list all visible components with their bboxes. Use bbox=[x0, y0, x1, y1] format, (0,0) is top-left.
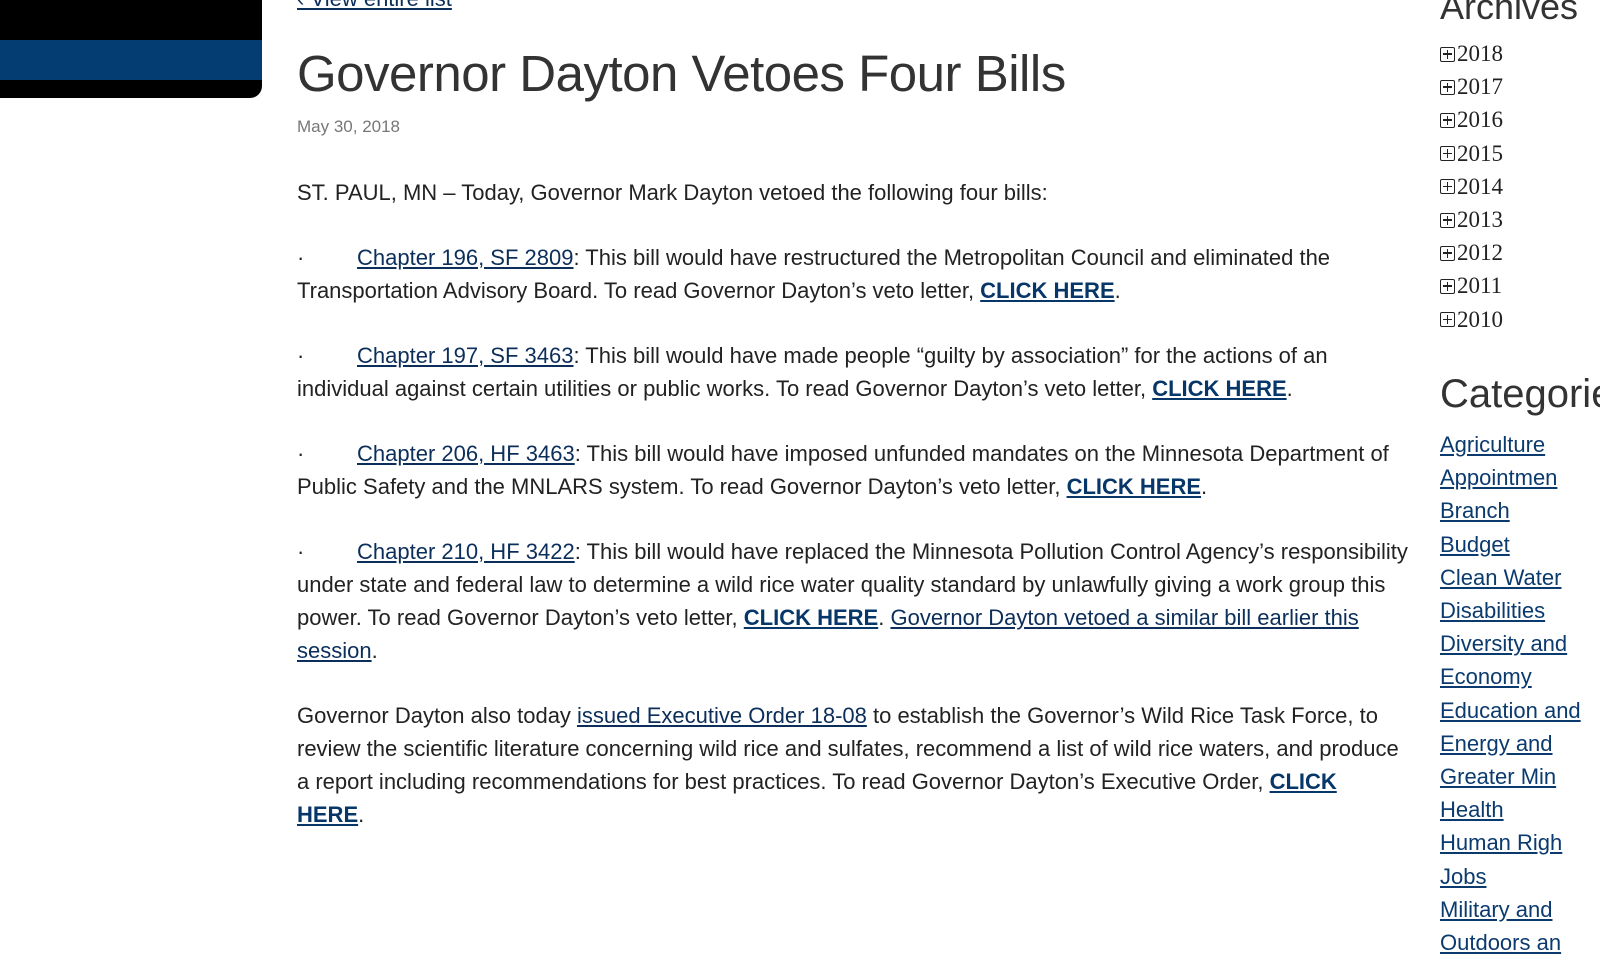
text: : This bill would have imposed unfunded … bbox=[297, 441, 1389, 499]
link[interactable]: issued Executive Order 18-08 bbox=[577, 703, 867, 728]
year-label: 2017 bbox=[1457, 74, 1503, 100]
paragraph: · Chapter 206, HF 3463: This bill would h… bbox=[297, 437, 1409, 503]
expand-icon bbox=[1440, 79, 1455, 95]
category-link[interactable]: Jobs bbox=[1440, 863, 1487, 889]
bullet: · bbox=[297, 245, 305, 270]
click-here-link[interactable]: CLICK HERE bbox=[743, 605, 879, 630]
year-label: 2013 bbox=[1457, 207, 1503, 232]
categories-heading: Categories bbox=[1440, 372, 1600, 416]
article-title: Governor Dayton Vetoes Four Bills bbox=[297, 45, 1066, 102]
text: : This bill would have replaced the Minn… bbox=[297, 539, 1408, 630]
year-label: 2015 bbox=[1457, 140, 1503, 166]
link[interactable]: Chapter 206, HF 3463 bbox=[357, 441, 575, 466]
paragraph: Governor Dayton also today issued Execut… bbox=[297, 699, 1409, 831]
category-link[interactable]: Clean Water bbox=[1440, 564, 1562, 590]
category-link[interactable]: Branch bbox=[1440, 498, 1510, 524]
archive-year[interactable]: 2012 bbox=[1440, 240, 1503, 266]
archive-year[interactable]: 2017 bbox=[1440, 74, 1503, 100]
category-link[interactable]: Energy and bbox=[1440, 730, 1553, 756]
link[interactable]: Chapter 210, HF 3422 bbox=[357, 539, 575, 564]
expand-icon bbox=[1440, 212, 1455, 228]
year-label: 2010 bbox=[1457, 306, 1503, 332]
text: to establish the Governor’s Wild Rice Ta… bbox=[297, 703, 1399, 794]
category-link[interactable]: Disabilities bbox=[1440, 598, 1546, 623]
text: . bbox=[878, 605, 891, 630]
year-label: 2014 bbox=[1457, 173, 1503, 199]
category-link[interactable]: Appointmen bbox=[1440, 465, 1558, 491]
category-link[interactable]: Agriculture bbox=[1440, 432, 1546, 457]
expand-icon bbox=[1440, 146, 1455, 162]
paragraph: · Chapter 196, SF 2809: This bill would h… bbox=[297, 241, 1409, 307]
expand-icon bbox=[1440, 46, 1455, 62]
category-link[interactable]: Health bbox=[1440, 797, 1504, 823]
bullet: · bbox=[297, 539, 305, 564]
sidebar: Archives Categories 2018 2017 2016 2015 2014… bbox=[1440, 0, 1600, 960]
click-here-link[interactable]: CLICK HERE bbox=[980, 278, 1115, 303]
year-label: 2012 bbox=[1457, 240, 1503, 266]
year-label: 2011 bbox=[1457, 273, 1503, 299]
click-here-link[interactable]: CLICK HERE bbox=[1066, 474, 1202, 499]
category-link[interactable]: Human Righ bbox=[1440, 830, 1563, 856]
text: . bbox=[1114, 278, 1121, 303]
text: ST. PAUL, MN – Today, Governor Mark Dayt… bbox=[297, 180, 1048, 205]
link[interactable]: Chapter 197, SF 3463 bbox=[357, 343, 574, 368]
expand-icon bbox=[1440, 179, 1455, 195]
paragraph: · Chapter 197, SF 3463: This bill would h… bbox=[297, 339, 1409, 405]
click-here-link[interactable]: CLICK HERE bbox=[1152, 376, 1287, 401]
category-link[interactable]: Education and bbox=[1440, 697, 1581, 723]
text: . bbox=[358, 802, 365, 827]
bullet: · bbox=[297, 343, 305, 368]
back-link[interactable]: ‹ View entire list bbox=[297, 0, 452, 12]
click-here-link[interactable]: CLICK HERE bbox=[297, 769, 1337, 827]
link[interactable]: Chapter 196, SF 2809 bbox=[357, 245, 574, 270]
archive-year[interactable]: 2011 bbox=[1440, 273, 1502, 299]
archive-year[interactable]: 2010 bbox=[1440, 307, 1503, 333]
category-link[interactable]: Economy bbox=[1440, 664, 1532, 690]
text: Governor Dayton also today bbox=[297, 703, 578, 728]
category-link[interactable]: Greater Min bbox=[1440, 764, 1557, 789]
archives-heading: Archives bbox=[1440, 0, 1579, 27]
category-link[interactable]: Military and bbox=[1440, 896, 1553, 922]
banner-stripe bbox=[0, 40, 262, 80]
category-link[interactable]: Diversity and bbox=[1440, 631, 1568, 657]
expand-icon bbox=[1440, 312, 1455, 328]
text: : This bill would have made people “guil… bbox=[297, 343, 1328, 401]
archive-year[interactable]: 2016 bbox=[1440, 107, 1503, 133]
logo-banner bbox=[0, 0, 262, 98]
expand-icon bbox=[1440, 278, 1455, 294]
expand-icon bbox=[1440, 112, 1455, 128]
text: . bbox=[1286, 376, 1293, 401]
paragraph: · Chapter 210, HF 3422: This bill would h… bbox=[297, 535, 1409, 667]
link[interactable]: Governor Dayton vetoed a similar bill ea… bbox=[297, 605, 1359, 663]
category-link[interactable]: Outdoors an bbox=[1440, 930, 1562, 955]
year-label: 2018 bbox=[1457, 41, 1503, 66]
expand-icon bbox=[1440, 245, 1455, 261]
archive-year[interactable]: 2014 bbox=[1440, 174, 1503, 200]
category-link[interactable]: Budget bbox=[1440, 531, 1510, 557]
archive-year[interactable]: 2018 bbox=[1440, 41, 1503, 67]
text: : This bill would have restructured the … bbox=[297, 245, 1331, 303]
archive-year[interactable]: 2015 bbox=[1440, 141, 1503, 167]
archive-year[interactable]: 2013 bbox=[1440, 207, 1503, 233]
year-label: 2016 bbox=[1457, 107, 1503, 133]
text: . bbox=[371, 638, 378, 663]
bullet: · bbox=[297, 441, 305, 466]
article-body: ST. PAUL, MN – Today, Governor Mark Dayt… bbox=[297, 176, 1409, 863]
text: . bbox=[1201, 474, 1208, 499]
article-date: May 30, 2018 bbox=[297, 117, 401, 136]
paragraph: ST. PAUL, MN – Today, Governor Mark Dayt… bbox=[297, 176, 1409, 209]
